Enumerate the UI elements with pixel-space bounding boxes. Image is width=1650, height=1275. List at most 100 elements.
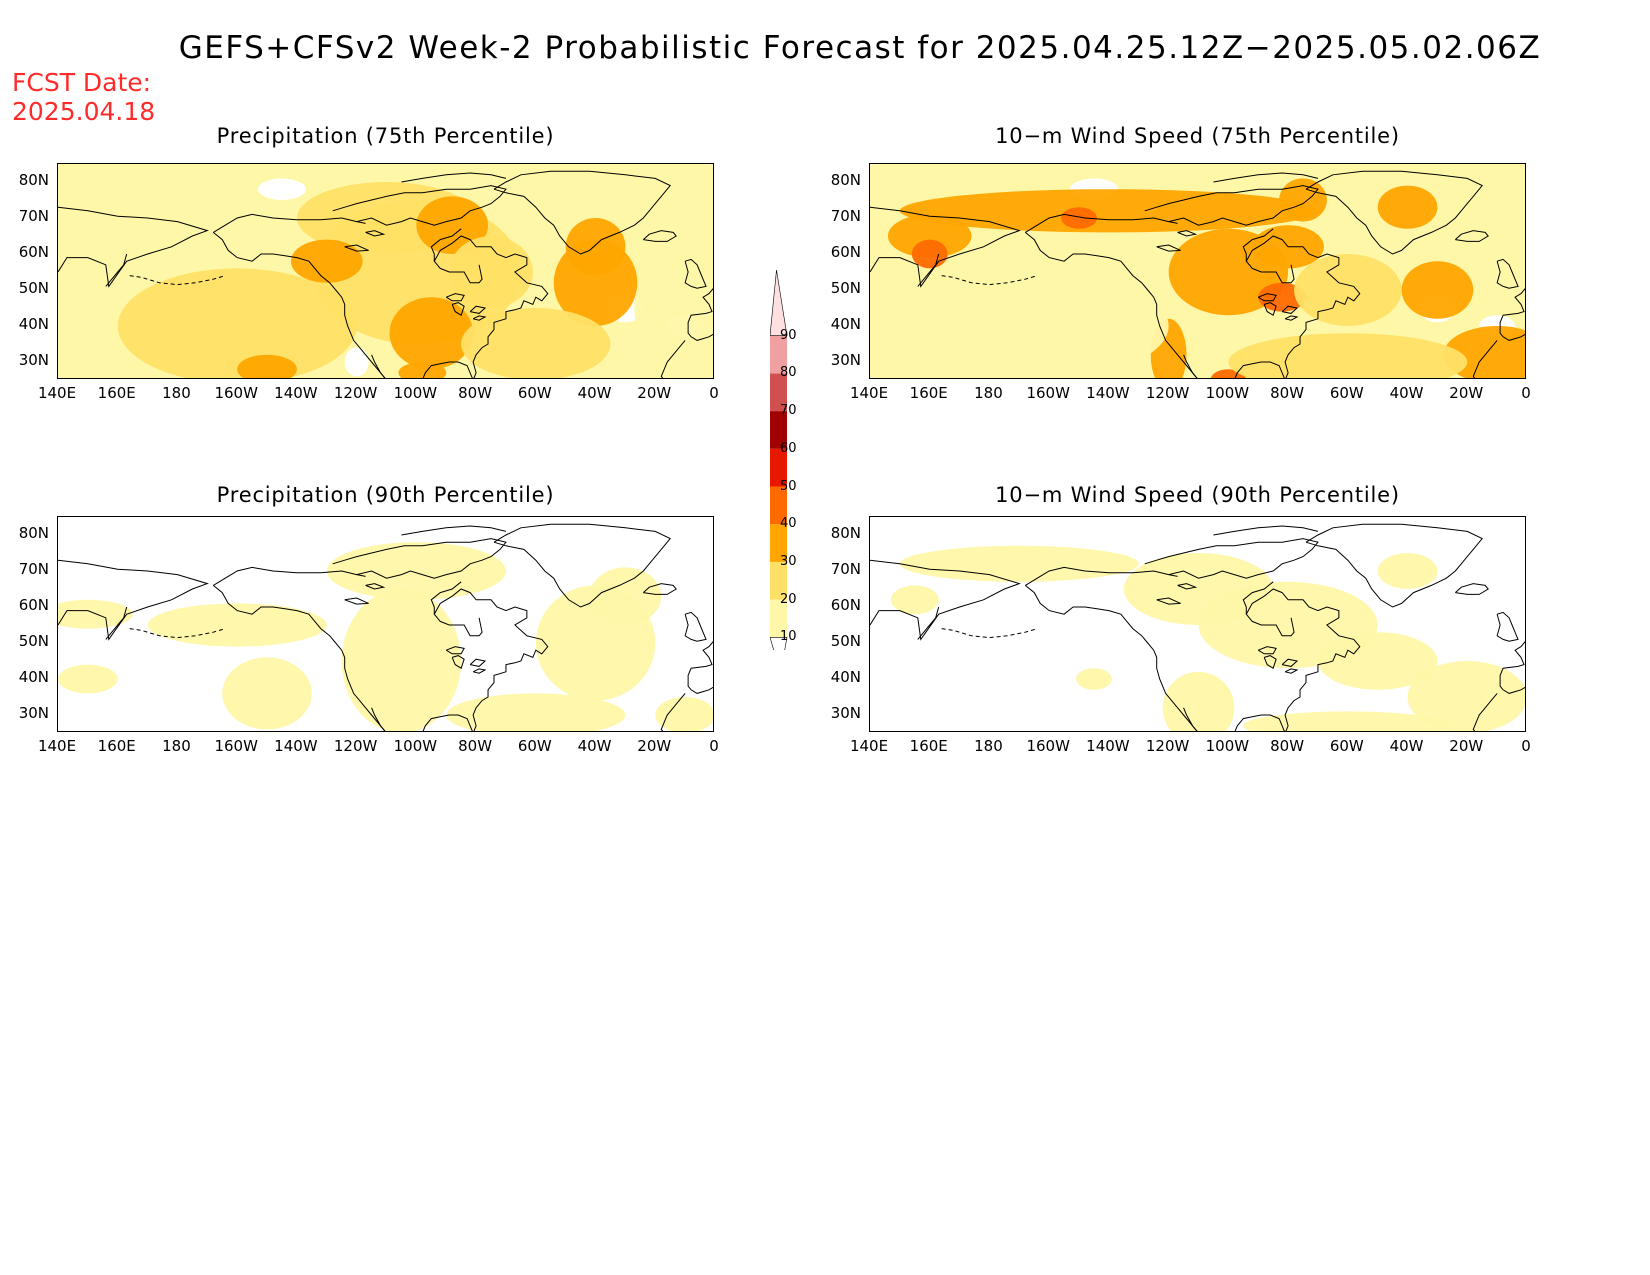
coastline <box>684 611 707 642</box>
coastline <box>917 606 940 640</box>
lon-tick-label: 20W <box>1449 384 1484 402</box>
map-wind90 <box>869 516 1526 732</box>
lat-tick-label: 80N <box>830 524 861 542</box>
lake-outline <box>1257 646 1277 655</box>
lake-outline <box>344 597 369 605</box>
probability-contour <box>887 214 972 258</box>
coastline <box>1496 258 1519 289</box>
probability-contour <box>870 268 1169 378</box>
colorbar-segment <box>770 561 787 600</box>
lon-tick-label: 0 <box>709 384 719 402</box>
lon-tick-label: 60W <box>1329 737 1364 755</box>
lake-outline <box>365 230 386 237</box>
lake-outline <box>445 646 465 655</box>
coastline <box>642 230 677 242</box>
lat-tick-label: 60N <box>18 243 49 261</box>
coastline <box>1025 213 1178 233</box>
probability-contour <box>1401 261 1474 319</box>
coastline <box>332 538 507 579</box>
coastline <box>1024 232 1198 378</box>
map-graphic-wind75 <box>870 164 1525 378</box>
lat-tick-label: 70N <box>830 207 861 225</box>
lon-tick-label: 40W <box>577 384 612 402</box>
coastline <box>1496 611 1519 642</box>
lon-tick-label: 0 <box>1521 384 1531 402</box>
coastline <box>213 213 366 233</box>
coastline <box>1234 714 1285 731</box>
coastline <box>1213 525 1319 536</box>
colorbar-level-label: 50 <box>780 478 797 494</box>
coastline <box>1499 641 1525 694</box>
probability-contour <box>589 567 662 625</box>
lon-tick-label: 20W <box>637 737 672 755</box>
coastline <box>1305 523 1483 608</box>
probability-contour <box>634 257 707 359</box>
lon-tick-label: 20W <box>1449 737 1484 755</box>
probability-contour <box>58 599 133 629</box>
lat-tick-label: 60N <box>18 596 49 614</box>
lake-outline <box>469 305 487 314</box>
lake-outline <box>472 315 487 321</box>
probability-contour <box>1228 333 1468 378</box>
lon-tick-label: 180 <box>162 384 191 402</box>
probability-contour <box>461 308 611 378</box>
map-precip90 <box>57 516 714 732</box>
lake-outline <box>1281 658 1299 667</box>
coastline <box>422 714 473 731</box>
colorbar-level-label: 40 <box>780 516 797 532</box>
lake-outline <box>1263 655 1277 669</box>
coastline <box>422 361 473 378</box>
lat-tick-label: 60N <box>830 243 861 261</box>
lon-tick-label: 60W <box>1329 384 1364 402</box>
coastline <box>430 228 462 262</box>
probability-contour <box>1279 178 1327 222</box>
coastline <box>1472 693 1498 731</box>
lon-tick-label: 160W <box>1026 384 1070 402</box>
coastline <box>129 628 226 639</box>
lon-tick-label: 20W <box>637 384 672 402</box>
lake-outline <box>344 244 369 252</box>
probability-contour <box>1317 632 1438 690</box>
coastline <box>401 525 507 536</box>
probability-contour <box>899 545 1139 582</box>
colorbar-segment <box>770 486 787 525</box>
main-title: GEFS+CFSv2 Week-2 Probabilistic Forecast… <box>178 30 1542 66</box>
map-graphic-precip90 <box>58 517 713 731</box>
lon-tick-label: 40W <box>1389 384 1424 402</box>
coastline <box>371 354 386 378</box>
coastline <box>493 523 671 608</box>
coastline <box>1245 588 1361 731</box>
lon-tick-label: 80W <box>1270 737 1305 755</box>
lat-tick-label: 30N <box>830 704 861 722</box>
no-signal-area <box>258 178 306 200</box>
lake-outline <box>1257 293 1277 302</box>
colorbar-segment <box>770 373 787 412</box>
coastline <box>660 693 686 731</box>
lat-tick-label: 80N <box>18 524 49 542</box>
lat-tick-label: 70N <box>18 560 49 578</box>
coastline <box>58 206 209 288</box>
lon-tick-label: 180 <box>162 737 191 755</box>
lon-tick-label: 180 <box>974 737 1003 755</box>
lake-outline <box>1177 583 1198 590</box>
coastline <box>1454 230 1489 242</box>
coastline <box>332 185 507 226</box>
lat-tick-label: 30N <box>18 351 49 369</box>
lake-outline <box>472 668 487 674</box>
fcst-date-value: 2025.04.18 <box>12 97 156 126</box>
lon-tick-label: 140E <box>37 737 77 755</box>
lon-tick-label: 120W <box>333 384 378 402</box>
lake-outline <box>1284 668 1299 674</box>
coastline <box>1213 172 1319 183</box>
map-graphic-precip75 <box>58 164 713 378</box>
lon-tick-label: 80W <box>458 737 493 755</box>
colorbar-level-label: 90 <box>780 327 797 343</box>
coastline <box>1144 185 1319 226</box>
lon-tick-label: 140W <box>1086 737 1130 755</box>
lake-outline <box>365 583 386 590</box>
colorbar-level-label: 70 <box>780 403 797 419</box>
lon-tick-label: 140W <box>1086 384 1130 402</box>
coastline <box>212 232 386 378</box>
coastline <box>941 275 1038 286</box>
lon-tick-label: 120W <box>333 737 378 755</box>
